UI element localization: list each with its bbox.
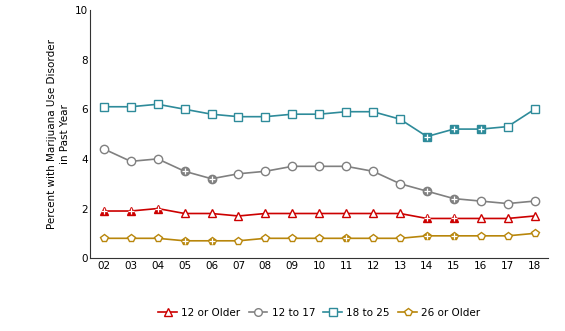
Y-axis label: Percent with Marijuana Use Disorder
in Past Year: Percent with Marijuana Use Disorder in P… — [47, 39, 70, 229]
Legend: 12 or Older, 12 to 17, 18 to 25, 26 or Older: 12 or Older, 12 to 17, 18 to 25, 26 or O… — [158, 308, 480, 318]
